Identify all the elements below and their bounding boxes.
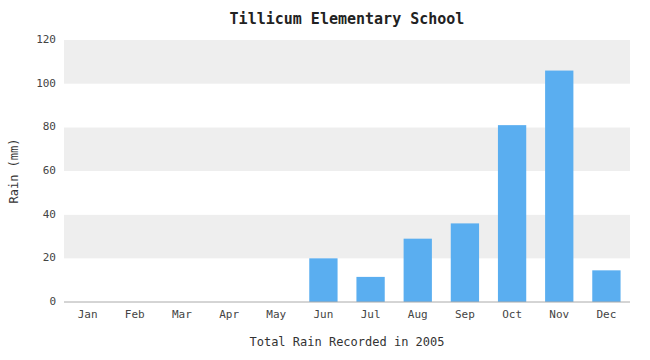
- bar: [309, 258, 337, 302]
- y-axis-label: Rain (mm): [7, 138, 21, 203]
- x-tick-label: Jun: [313, 308, 333, 321]
- x-tick-label: Aug: [408, 308, 428, 321]
- bar: [356, 277, 384, 302]
- bars: [309, 71, 620, 302]
- x-tick-label: Sep: [455, 308, 475, 321]
- x-tick-label: Oct: [502, 308, 522, 321]
- x-tick-label: Feb: [125, 308, 145, 321]
- bar: [451, 223, 479, 302]
- x-axis-line: [64, 302, 630, 303]
- y-tick-label: 40: [43, 208, 56, 221]
- x-tick-label: Apr: [219, 308, 239, 321]
- chart: 0 20 40 60 80 100 120 Jan Feb Mar Apr May Jun Jul Aug S…: [0, 0, 650, 360]
- y-tick-label: 80: [43, 120, 56, 133]
- x-tick-label: Jan: [78, 308, 98, 321]
- bands: [64, 40, 630, 302]
- bar: [498, 125, 526, 302]
- x-tick-label: Nov: [549, 308, 569, 321]
- y-tick-label: 20: [43, 251, 56, 264]
- bar: [545, 71, 573, 302]
- y-tick-label: 120: [36, 33, 56, 46]
- y-ticks: 0 20 40 60 80 100 120: [36, 33, 56, 308]
- x-axis-label: Total Rain Recorded in 2005: [249, 335, 444, 349]
- x-tick-label: Dec: [596, 308, 616, 321]
- x-tick-label: Jul: [361, 308, 381, 321]
- x-tick-label: May: [266, 308, 286, 321]
- x-tick-label: Mar: [172, 308, 192, 321]
- bar: [592, 270, 620, 302]
- y-tick-label: 60: [43, 164, 56, 177]
- y-tick-label: 100: [36, 77, 56, 90]
- x-ticks: Jan Feb Mar Apr May Jun Jul Aug Sep Oct Nov Dec: [78, 308, 617, 321]
- y-tick-label: 0: [49, 295, 56, 308]
- title: Tillicum Elementary School: [230, 10, 465, 28]
- bar: [404, 239, 432, 302]
- chart-container: 0 20 40 60 80 100 120 Jan Feb Mar Apr May Jun Jul Aug S…: [0, 0, 650, 360]
